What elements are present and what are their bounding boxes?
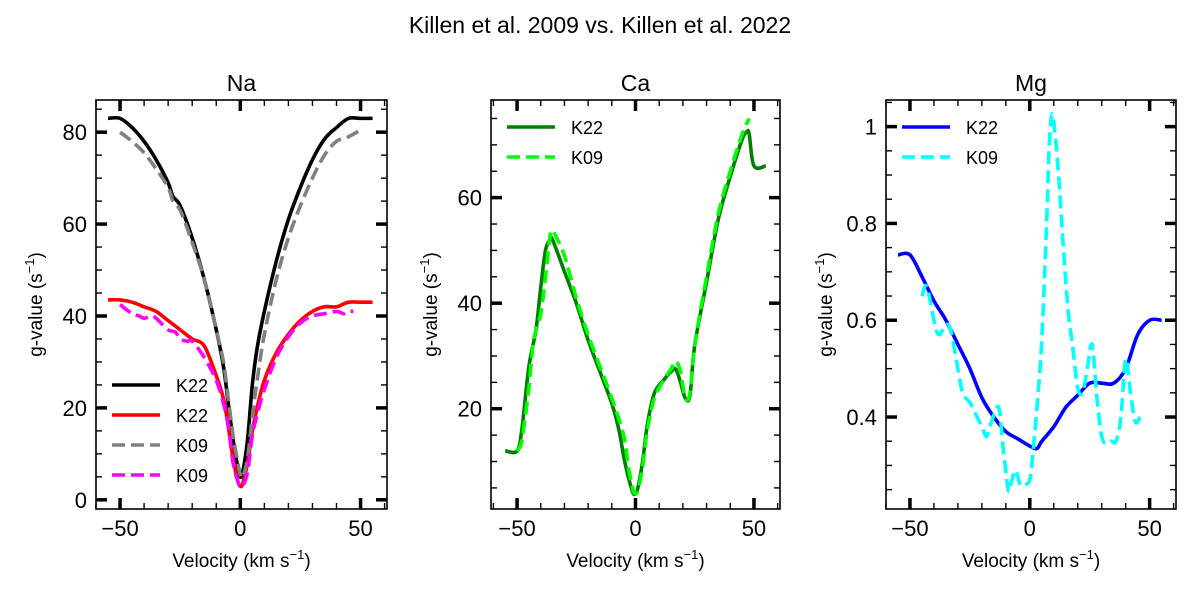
y-tick-label: 40	[458, 291, 482, 316]
series-line-mg-k09-1	[920, 111, 1142, 494]
figure-title: Killen et al. 2009 vs. Killen et al. 202…	[409, 12, 791, 38]
y-tick-label: 60	[458, 186, 482, 211]
tick-marks	[491, 100, 780, 509]
panel-ca: −50 0 50 20 40 60 Ca Velocity (km s−1) g-value (…	[417, 70, 781, 572]
y-tick-label: 0.6	[846, 308, 877, 333]
x-tick-label: 50	[742, 516, 766, 541]
panels: −50 0 50 0 20 40 60 80 Na Velocity (km s−1) g-valu…	[22, 70, 1177, 572]
series-line-na-k22-0	[107, 115, 373, 480]
series-group	[897, 111, 1162, 494]
y-tick-label: 40	[63, 304, 87, 329]
panel-title: Ca	[621, 70, 651, 96]
legend-label: K22	[571, 118, 603, 138]
series-line-na-k09-3	[118, 303, 354, 489]
y-tick-label: 20	[63, 396, 87, 421]
legend: K22 K09	[507, 118, 603, 168]
y-axis-label: g-value (s−1)	[812, 252, 837, 357]
y-tick-label: 0	[75, 488, 87, 513]
panel-title: Mg	[1015, 70, 1047, 96]
legend: K22 K09	[902, 118, 998, 168]
legend-label: K22	[966, 118, 998, 138]
x-tick-label: 50	[348, 516, 372, 541]
tick-marks	[885, 100, 1176, 509]
x-tick-label: −50	[101, 516, 138, 541]
y-axis-label: g-value (s−1)	[22, 252, 47, 357]
panel-mg: −50 0 50 0.4 0.6 0.8 1 Mg Velocity (km s−1) g-val…	[812, 70, 1177, 572]
panel-na: −50 0 50 0 20 40 60 80 Na Velocity (km s−1) g-valu…	[22, 70, 388, 572]
y-axis-label: g-value (s−1)	[417, 252, 442, 357]
tick-marks	[95, 100, 387, 509]
series-line-ca-k09-1	[515, 117, 751, 496]
y-tick-label: 1	[865, 115, 877, 140]
series-line-na-k22-1	[107, 297, 373, 489]
legend: K22 K22 K09 K09	[112, 376, 208, 486]
x-tick-label: −50	[498, 516, 535, 541]
legend-label: K22	[176, 406, 208, 426]
panel-title: Na	[227, 70, 257, 96]
legend-label: K09	[176, 466, 208, 486]
y-tick-label: 80	[63, 120, 87, 145]
y-tick-label: 0.4	[846, 405, 877, 430]
x-axis-label: Velocity (km s−1)	[172, 547, 310, 572]
y-tick-label: 20	[458, 397, 482, 422]
legend-label: K09	[571, 148, 603, 168]
x-tick-label: −50	[891, 516, 928, 541]
series-group	[107, 115, 373, 489]
x-axis-label: Velocity (km s−1)	[962, 547, 1100, 572]
y-tick-label: 0.8	[846, 211, 877, 236]
x-tick-label: 50	[1137, 516, 1161, 541]
x-tick-label: 0	[234, 516, 246, 541]
series-group	[504, 117, 767, 497]
legend-label: K09	[176, 436, 208, 456]
x-tick-label: 0	[1024, 516, 1036, 541]
series-line-na-k09-2	[118, 128, 362, 480]
legend-label: K09	[966, 148, 998, 168]
x-axis-label: Velocity (km s−1)	[566, 547, 704, 572]
x-tick-label: 0	[629, 516, 641, 541]
y-tick-label: 60	[63, 212, 87, 237]
legend-label: K22	[176, 376, 208, 396]
